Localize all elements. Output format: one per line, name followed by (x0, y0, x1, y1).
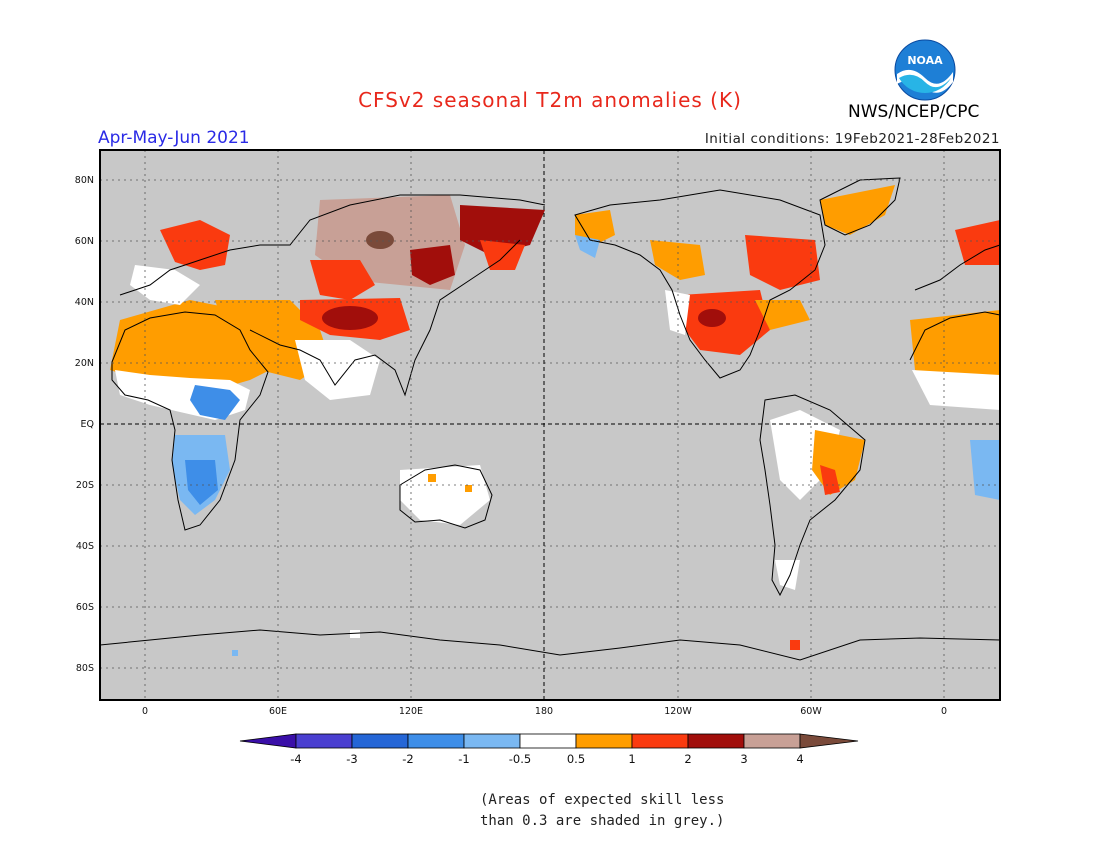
lon-label-0: 0 (142, 706, 148, 717)
coast-south-america (759, 394, 866, 597)
colorbar-label-m1: -1 (458, 752, 469, 766)
anomaly-india-neutral (295, 340, 380, 400)
lon-label-120w: 120W (664, 706, 692, 717)
anomaly-usa-south-warm (680, 290, 770, 355)
anomaly-east-edge-africa-warm (910, 310, 1000, 385)
colorbar-label-m05: -0.5 (509, 752, 531, 766)
anomaly-greenland-warm (820, 185, 895, 235)
coast-east-edge-europe (914, 244, 1001, 291)
lat-label-40s: 40S (76, 541, 94, 552)
colorbar-label-p1: 1 (628, 752, 635, 766)
lon-label-0-right: 0 (941, 706, 947, 717)
noaa-logo-text: NOAA (907, 54, 943, 67)
colorbar-label-p3: 3 (740, 752, 747, 766)
map-title: CFSv2 seasonal T2m anomalies (K) (358, 88, 742, 112)
anomaly-europe-warm (160, 220, 230, 270)
lat-labels: 80N 60N 40N 20N EQ 20S 40S 60S 80S (75, 175, 94, 674)
colorbar-labels: -4 -3 -2 -1 -0.5 0.5 1 2 3 4 (290, 752, 803, 766)
lat-label-80n: 80N (75, 175, 94, 186)
colorbar-bin-1 (295, 733, 353, 749)
colorbar-bin-8 (687, 733, 745, 749)
colorbar-bin-2 (351, 733, 409, 749)
lon-label-60e: 60E (269, 706, 287, 717)
anomaly-antarctic-peninsula-warm (790, 640, 800, 650)
map-background (100, 150, 1000, 700)
coast-eurasia-south (249, 239, 521, 397)
colorbar-arrow-right (799, 733, 859, 749)
anomaly-siberia-extreme (366, 231, 394, 249)
colorbar-bin-5 (519, 733, 577, 749)
anomaly-east-edge-sahel-neutral (912, 370, 1000, 410)
anomaly-usa-east-warm (755, 300, 810, 330)
colorbar-bin-4 (463, 733, 521, 749)
skill-footnote-line1: (Areas of expected skill less (480, 792, 725, 808)
lon-labels: 0 60E 120E 180 120W 60W 0 (142, 706, 947, 717)
lat-label-eq: EQ (81, 419, 94, 430)
anomaly-alaska-warm (575, 210, 615, 245)
lat-label-20n: 20N (75, 358, 94, 369)
colorbar-bin-6 (575, 733, 633, 749)
map-frame (99, 149, 1001, 701)
season-label: Apr-May-Jun 2021 (98, 128, 250, 148)
anomaly-west-siberia-warm (310, 260, 375, 300)
lon-label-180: 180 (535, 706, 553, 717)
anomaly-brazil-hot (820, 465, 840, 495)
lat-label-80s: 80S (76, 663, 94, 674)
coast-australia (399, 464, 493, 529)
anomaly-europe-neutral (130, 265, 200, 305)
noaa-logo: NOAA (894, 39, 956, 101)
lat-label-20s: 20S (76, 480, 94, 491)
lon-label-120e: 120E (399, 706, 423, 717)
anomaly-patagonia-neutral (775, 560, 800, 590)
anomaly-antarctic-neutral (350, 630, 360, 638)
colorbar-bin-9 (743, 733, 801, 749)
anomaly-siberia-hot (410, 245, 455, 285)
coast-antarctica (99, 629, 1001, 661)
lon-label-60w: 60W (800, 706, 822, 717)
lat-label-60n: 60N (75, 236, 94, 247)
coastlines (99, 177, 1001, 661)
anomaly-australia-warm-b (465, 485, 472, 492)
colorbar-bin-3 (407, 733, 465, 749)
colorbar-label-p2: 2 (684, 752, 691, 766)
anomaly-canada-east-warm (745, 235, 820, 290)
anomaly-australia-neutral (400, 465, 490, 525)
coast-africa (111, 311, 269, 531)
initial-conditions-label: Initial conditions: 19Feb2021-28Feb2021 (704, 131, 1000, 147)
anomaly-canada-west-warm (650, 240, 705, 280)
colorbar-label-m4: -4 (290, 752, 301, 766)
lat-label-40n: 40N (75, 297, 94, 308)
colorbar-label-p4: 4 (796, 752, 803, 766)
anomaly-australia-warm-a (428, 474, 436, 482)
anomaly-far-east-warm (480, 240, 525, 270)
coast-east-edge-africa (909, 311, 1001, 361)
skill-footnote-line2: than 0.3 are shaded in grey.) (480, 813, 725, 829)
anomaly-east-edge-europe-warm (955, 220, 1000, 265)
colorbar-label-p05: 0.5 (567, 752, 585, 766)
anomaly-antarctic-cool (232, 650, 238, 656)
map-gridlines (100, 150, 1000, 700)
coast-greenland (819, 177, 901, 236)
anomaly-central-africa-cool (190, 385, 240, 420)
agency-label: NWS/NCEP/CPC (848, 102, 980, 122)
skill-footnote: (Areas of expected skill less than 0.3 a… (480, 790, 724, 832)
colorbar (239, 733, 859, 749)
colorbar-label-m2: -2 (402, 752, 413, 766)
coast-eurasia-north (119, 194, 546, 296)
lat-label-60s: 60S (76, 602, 94, 613)
anomaly-texas-hot (698, 309, 726, 327)
anomaly-regions (110, 185, 1000, 656)
colorbar-bin-7 (631, 733, 689, 749)
colorbar-label-m3: -3 (346, 752, 357, 766)
anomaly-tibet-hot (322, 306, 378, 330)
colorbar-arrow-left (239, 733, 297, 749)
coast-north-america (574, 189, 826, 379)
anomaly-south-africa-cool-core (185, 460, 218, 505)
